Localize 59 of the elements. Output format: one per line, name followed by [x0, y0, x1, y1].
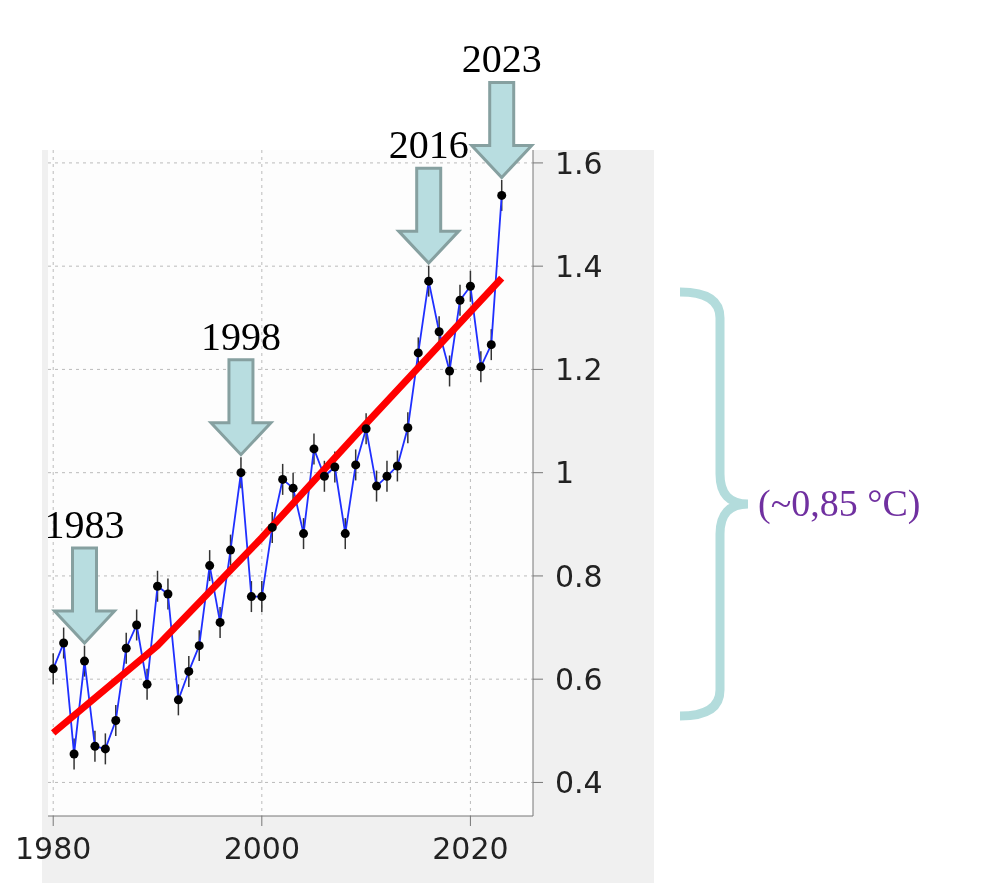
point [465, 281, 475, 291]
annotation: 1998 [200, 313, 281, 359]
point [382, 471, 392, 481]
point [80, 656, 90, 666]
point [153, 581, 163, 591]
y-tick-label: 1.4 [555, 248, 603, 284]
point [121, 643, 131, 653]
point [351, 460, 361, 470]
point [100, 744, 110, 754]
point [309, 444, 319, 454]
x-tick-label: 1980 [15, 831, 92, 867]
point [476, 362, 486, 372]
y-tick-label: 1.2 [555, 352, 603, 388]
y-tick-label: 0.4 [555, 765, 603, 801]
point [69, 749, 79, 759]
point [48, 664, 58, 674]
point [288, 483, 298, 493]
point [267, 522, 277, 532]
point [361, 424, 371, 434]
point [205, 561, 215, 571]
point [184, 666, 194, 676]
point [278, 474, 288, 484]
point [215, 617, 225, 627]
point [90, 741, 100, 751]
point [142, 679, 152, 689]
point [132, 620, 142, 630]
point [299, 529, 309, 539]
point [111, 715, 121, 725]
point [392, 461, 402, 471]
annotation: 2023 [461, 36, 542, 82]
y-tick-label: 0.8 [555, 558, 603, 594]
point [257, 592, 267, 602]
point [246, 592, 256, 602]
point [497, 190, 507, 200]
y-tick-label: 1 [555, 455, 575, 491]
point [372, 481, 382, 491]
point [330, 462, 340, 472]
x-tick-label: 2000 [223, 831, 300, 867]
point [424, 276, 434, 286]
point [403, 423, 413, 433]
y-tick-label: 0.6 [555, 661, 603, 697]
y-tick-label: 1.6 [555, 145, 603, 181]
point [486, 340, 496, 350]
point [434, 327, 444, 337]
text: (~0,85 °C) [758, 482, 921, 525]
point [173, 695, 183, 705]
point [455, 295, 465, 305]
annotation: 2016 [388, 122, 469, 168]
point [236, 468, 246, 478]
point [340, 529, 350, 539]
point [59, 638, 69, 648]
point [319, 471, 329, 481]
x-tick-label: 2020 [432, 831, 509, 867]
annotation: 1983 [44, 502, 125, 548]
point [194, 641, 204, 651]
point [413, 348, 423, 358]
point [226, 545, 236, 555]
point [163, 589, 173, 599]
point [445, 366, 455, 376]
